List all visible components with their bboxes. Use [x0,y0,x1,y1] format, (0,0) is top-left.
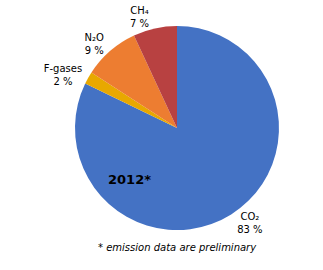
svg-text:2012*: 2012* [108,172,151,187]
svg-text:F-gases2 %: F-gases2 % [44,63,82,87]
svg-text:N₂O9 %: N₂O9 % [85,32,104,56]
svg-text:* emission data are preliminar: * emission data are preliminary [98,242,257,253]
svg-text:CH₄7 %: CH₄7 % [130,5,149,29]
svg-text:CO₂83 %: CO₂83 % [237,211,262,235]
